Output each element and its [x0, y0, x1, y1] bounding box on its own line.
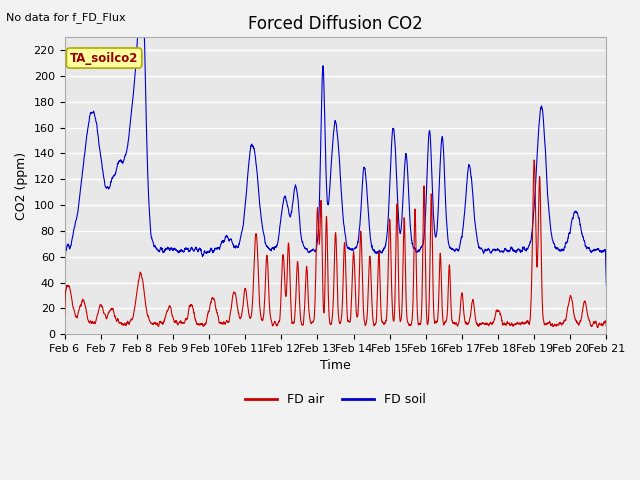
- Title: Forced Diffusion CO2: Forced Diffusion CO2: [248, 15, 423, 33]
- Text: No data for f_FD_Flux: No data for f_FD_Flux: [6, 12, 126, 23]
- Legend: FD air, FD soil: FD air, FD soil: [241, 388, 431, 411]
- Text: TA_soilco2: TA_soilco2: [70, 51, 138, 64]
- X-axis label: Time: Time: [320, 360, 351, 372]
- Y-axis label: CO2 (ppm): CO2 (ppm): [15, 152, 28, 220]
